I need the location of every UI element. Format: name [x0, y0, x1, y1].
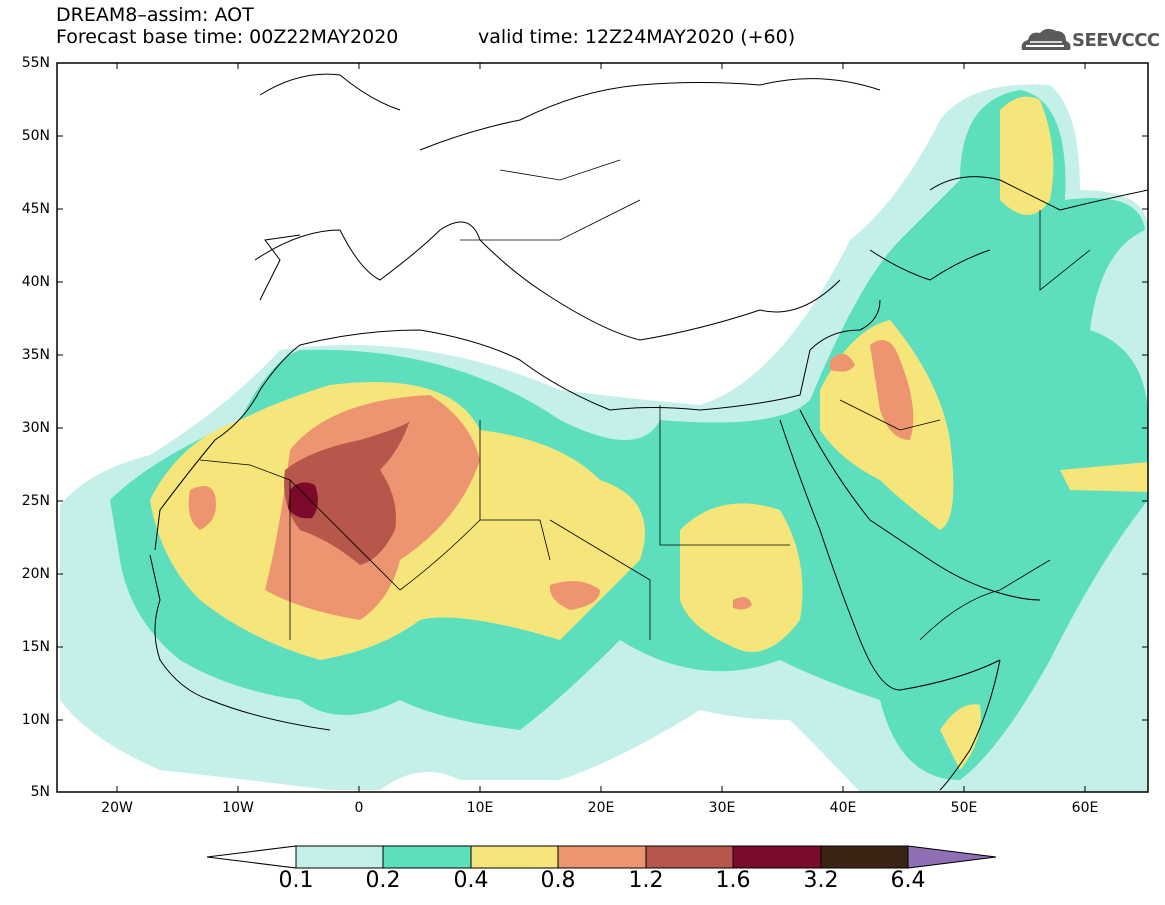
y-tick-label: 20N — [21, 566, 50, 582]
y-tick-label: 25N — [21, 493, 50, 509]
y-tick-label: 45N — [21, 201, 50, 217]
aot-band-1.6 — [288, 482, 318, 519]
colorbar-over-arrow — [907, 845, 997, 869]
y-tick-label: 35N — [21, 347, 50, 363]
borders — [199, 159, 1091, 641]
x-tick-label: 30E — [708, 800, 736, 816]
colorbar-label: 1.2 — [628, 868, 664, 893]
colorbar-label: 0.1 — [278, 868, 314, 893]
x-tick-label: 50E — [950, 800, 978, 816]
colorbar-swatch-1.2 — [645, 845, 734, 869]
base-time-label: Forecast base time: 00Z22MAY2020 — [56, 26, 399, 48]
x-tick-label: 0 — [354, 800, 364, 816]
x-tick-label: 40E — [829, 800, 857, 816]
colorbar-swatch-0.2 — [382, 845, 472, 869]
colorbar-swatch-0.8 — [557, 845, 647, 869]
colorbar-label: 0.4 — [453, 868, 489, 893]
colorbar-swatch-0.1 — [295, 845, 384, 869]
valid-time-label: valid time: 12Z24MAY2020 (+60) — [478, 26, 796, 48]
colorbar-label: 1.6 — [715, 868, 751, 893]
cloud-logo-icon — [1021, 28, 1071, 50]
colorbar-swatch-0.4 — [470, 845, 559, 869]
colorbar-swatch-3.2 — [820, 845, 909, 869]
x-tick-label: 20W — [101, 800, 133, 816]
y-tick-label: 10N — [21, 712, 50, 728]
x-tick-label: 10E — [466, 800, 494, 816]
y-tick-label: 55N — [21, 55, 50, 71]
y-tick-label: 5N — [30, 784, 50, 800]
x-tick-label: 10W — [222, 800, 254, 816]
coastlines — [149, 73, 1148, 791]
x-tick-label: 60E — [1071, 800, 1099, 816]
y-tick-label: 50N — [21, 128, 50, 144]
map-title: DREAM8–assim: AOT — [56, 4, 254, 26]
y-tick-label: 30N — [21, 420, 50, 436]
x-tick-label: 20E — [587, 800, 615, 816]
colorbar-label: 0.8 — [540, 868, 576, 893]
colorbar — [206, 845, 997, 869]
logo-text: SEEVCCC — [1072, 30, 1160, 51]
colorbar-label: 3.2 — [803, 868, 839, 893]
y-tick-label: 40N — [21, 274, 50, 290]
aot-field — [60, 84, 1148, 792]
colorbar-swatch-1.6 — [732, 845, 822, 869]
axis-ticks — [57, 62, 1148, 792]
colorbar-under-arrow — [206, 845, 297, 869]
y-tick-label: 15N — [21, 639, 50, 655]
colorbar-label: 0.2 — [365, 868, 401, 893]
aot-band-1.2 — [284, 420, 410, 565]
colorbar-label: 6.4 — [890, 868, 926, 893]
